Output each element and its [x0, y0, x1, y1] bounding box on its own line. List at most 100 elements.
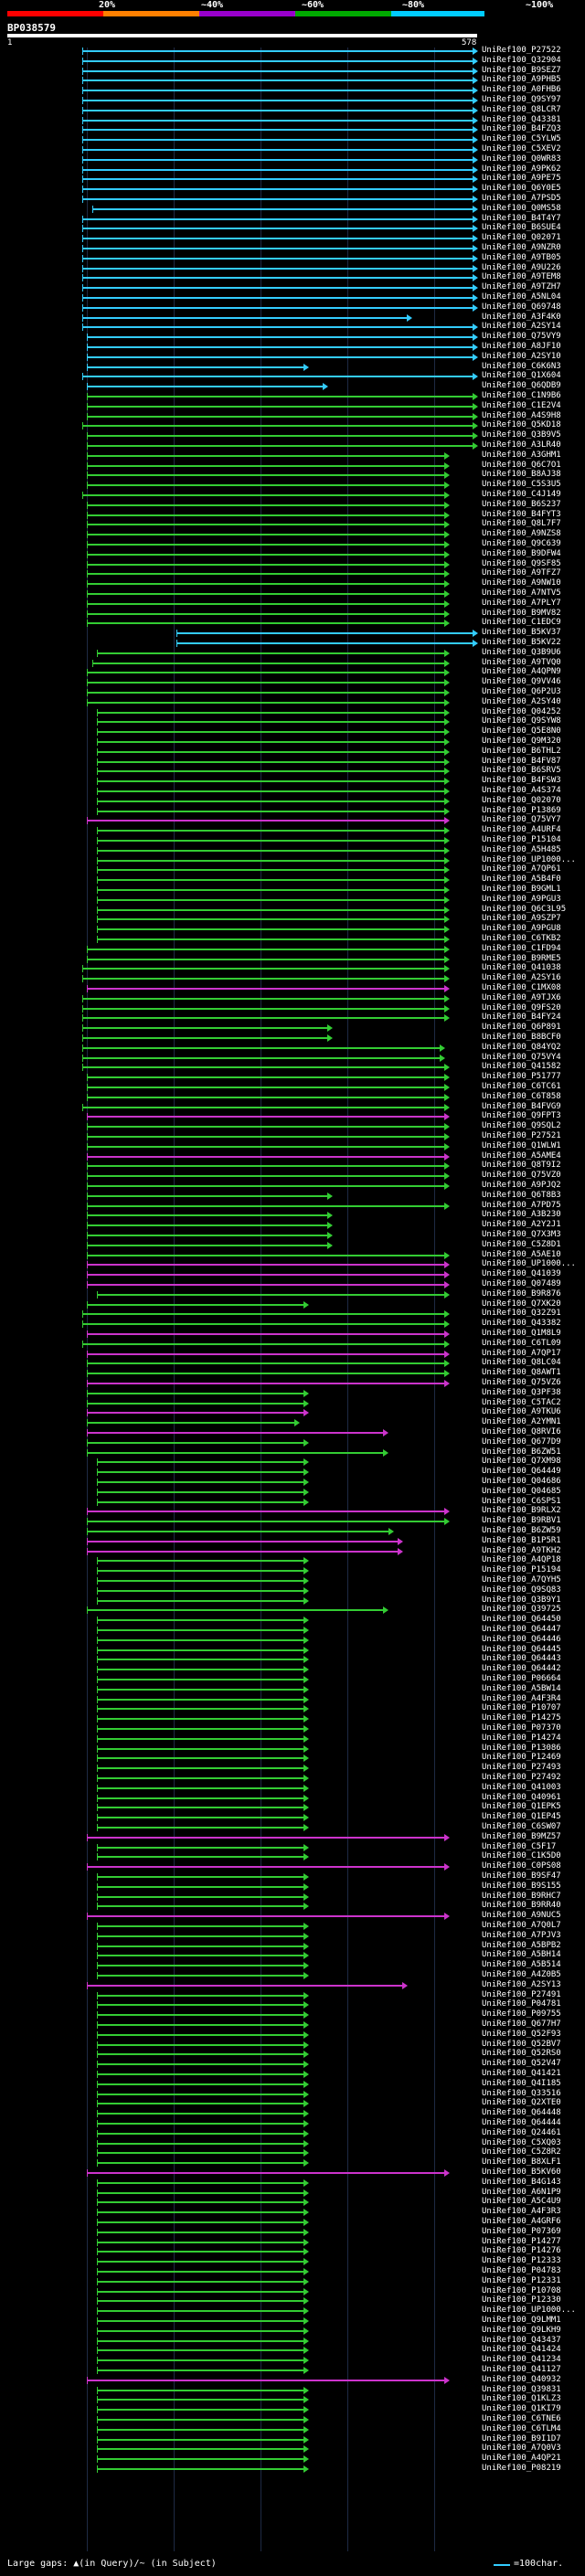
hit-id-link[interactable]: UniRef100_C1FD94 [482, 944, 561, 953]
hit-id-link[interactable]: UniRef100_A5AE10 [482, 1250, 561, 1259]
hit-row[interactable]: UniRef100_C6TL09 [0, 1339, 585, 1349]
hit-id-link[interactable]: UniRef100_Q1EP45 [482, 1812, 561, 1821]
hit-row[interactable]: UniRef100_A5AME4 [0, 1151, 585, 1161]
hit-row[interactable]: UniRef100_B9RLX2 [0, 1506, 585, 1516]
hit-id-link[interactable]: UniRef100_A7PD75 [482, 1201, 561, 1210]
hit-row[interactable]: UniRef100_A7PD75 [0, 1201, 585, 1211]
hit-row[interactable]: UniRef100_P04783 [0, 2266, 585, 2276]
hit-id-link[interactable]: UniRef100_Q04252 [482, 707, 561, 716]
hit-row[interactable]: UniRef100_A7Q0V3 [0, 2443, 585, 2454]
hit-id-link[interactable]: UniRef100_P12333 [482, 2256, 561, 2265]
hit-row[interactable]: UniRef100_C1EDC9 [0, 618, 585, 628]
hit-id-link[interactable]: UniRef100_Q1WLW1 [482, 1141, 561, 1150]
hit-row[interactable]: UniRef100_C5XEV2 [0, 144, 585, 154]
hit-id-link[interactable]: UniRef100_Q64446 [482, 1635, 561, 1644]
hit-id-link[interactable]: UniRef100_Q52F93 [482, 2030, 561, 2039]
hit-id-link[interactable]: UniRef100_C1N9B6 [482, 391, 561, 400]
hit-id-link[interactable]: UniRef100_A9NW10 [482, 578, 561, 588]
hit-row[interactable]: UniRef100_Q64446 [0, 1635, 585, 1645]
hit-row[interactable]: UniRef100_A4Z0B5 [0, 1970, 585, 1980]
hit-id-link[interactable]: UniRef100_Q3B9Y1 [482, 1595, 561, 1605]
hit-id-link[interactable]: UniRef100_A9TKU6 [482, 1407, 561, 1416]
hit-id-link[interactable]: UniRef100_Q677D9 [482, 1437, 561, 1447]
hit-id-link[interactable]: UniRef100_C6TKB2 [482, 934, 561, 943]
hit-row[interactable]: UniRef100_P07369 [0, 2227, 585, 2237]
hit-row[interactable]: UniRef100_C1E2V4 [0, 401, 585, 411]
hit-id-link[interactable]: UniRef100_Q41038 [482, 963, 561, 972]
hit-id-link[interactable]: UniRef100_A7Q0V3 [482, 2443, 561, 2453]
hit-id-link[interactable]: UniRef100_Q9VV46 [482, 677, 561, 686]
hit-row[interactable]: UniRef100_B9GML1 [0, 885, 585, 895]
hit-row[interactable]: UniRef100_A4QPN9 [0, 667, 585, 677]
hit-row[interactable]: UniRef100_Q41039 [0, 1269, 585, 1279]
hit-row[interactable]: UniRef100_A3GHM1 [0, 451, 585, 461]
hit-row[interactable]: UniRef100_B4FYT3 [0, 510, 585, 520]
hit-id-link[interactable]: UniRef100_A4URF4 [482, 825, 561, 834]
hit-id-link[interactable]: UniRef100_Q75VZ6 [482, 1378, 561, 1387]
hit-id-link[interactable]: UniRef100_B4FVG9 [482, 1102, 561, 1111]
hit-id-link[interactable]: UniRef100_C5Z8D1 [482, 1240, 561, 1249]
hit-id-link[interactable]: UniRef100_C6TLM4 [482, 2424, 561, 2433]
hit-id-link[interactable]: UniRef100_Q9SF85 [482, 559, 561, 568]
hit-id-link[interactable]: UniRef100_Q41421 [482, 2069, 561, 2078]
hit-id-link[interactable]: UniRef100_B5KV22 [482, 638, 561, 647]
hit-id-link[interactable]: UniRef100_P06664 [482, 1674, 561, 1683]
hit-row[interactable]: UniRef100_C5TAC2 [0, 1398, 585, 1408]
hit-row[interactable]: UniRef100_A2YMN1 [0, 1417, 585, 1427]
hit-row[interactable]: UniRef100_Q9SQ83 [0, 1585, 585, 1595]
hit-id-link[interactable]: UniRef100_Q1KI79 [482, 2404, 561, 2413]
hit-row[interactable]: UniRef100_Q1KI79 [0, 2404, 585, 2414]
hit-row[interactable]: UniRef100_P27522 [0, 46, 585, 56]
hit-row[interactable]: UniRef100_B4FSW3 [0, 776, 585, 786]
hit-row[interactable]: UniRef100_P27491 [0, 1990, 585, 2000]
hit-id-link[interactable]: UniRef100_B9RR40 [482, 1901, 561, 1910]
hit-id-link[interactable]: UniRef100_P07370 [482, 1723, 561, 1733]
hit-id-link[interactable]: UniRef100_UP1000... [482, 855, 576, 864]
hit-id-link[interactable]: UniRef100_A9TB05 [482, 253, 561, 262]
hit-id-link[interactable]: UniRef100_Q3PF38 [482, 1388, 561, 1397]
hit-id-link[interactable]: UniRef100_A9TJX6 [482, 993, 561, 1002]
hit-row[interactable]: UniRef100_C5Z8R2 [0, 2147, 585, 2157]
hit-row[interactable]: UniRef100_B9S155 [0, 1882, 585, 1892]
hit-row[interactable]: UniRef100_Q6C3L95 [0, 905, 585, 915]
hit-id-link[interactable]: UniRef100_Q52RS0 [482, 2049, 561, 2058]
hit-row[interactable]: UniRef100_Q6QDB9 [0, 381, 585, 391]
hit-id-link[interactable]: UniRef100_Q1EPK5 [482, 1802, 561, 1811]
hit-row[interactable]: UniRef100_A8JF10 [0, 342, 585, 352]
hit-row[interactable]: UniRef100_P08219 [0, 2464, 585, 2474]
hit-id-link[interactable]: UniRef100_A2Y2J1 [482, 1220, 561, 1229]
hit-id-link[interactable]: UniRef100_C1K5D0 [482, 1851, 561, 1860]
hit-row[interactable]: UniRef100_A9TVQ0 [0, 658, 585, 668]
hit-row[interactable]: UniRef100_C6K6N3 [0, 362, 585, 372]
hit-id-link[interactable]: UniRef100_C1EDC9 [482, 618, 561, 627]
hit-id-link[interactable]: UniRef100_Q6P891 [482, 1023, 561, 1032]
hit-row[interactable]: UniRef100_C5YLW5 [0, 134, 585, 144]
hit-row[interactable]: UniRef100_A5B4F0 [0, 875, 585, 885]
hit-row[interactable]: UniRef100_A7QP61 [0, 864, 585, 875]
hit-id-link[interactable]: UniRef100_B5KV60 [482, 2168, 561, 2177]
hit-id-link[interactable]: UniRef100_Q32904 [482, 56, 561, 65]
hit-row[interactable]: UniRef100_B6SRV5 [0, 766, 585, 776]
hit-id-link[interactable]: UniRef100_Q8LCR7 [482, 105, 561, 114]
hit-id-link[interactable]: UniRef100_Q64450 [482, 1615, 561, 1624]
hit-row[interactable]: UniRef100_Q24461 [0, 2128, 585, 2138]
hit-row[interactable]: UniRef100_C5S3U5 [0, 480, 585, 490]
hit-id-link[interactable]: UniRef100_B9MZ57 [482, 1832, 561, 1841]
hit-id-link[interactable]: UniRef100_B9S155 [482, 1882, 561, 1891]
hit-id-link[interactable]: UniRef100_Q2XTE0 [482, 2098, 561, 2107]
hit-id-link[interactable]: UniRef100_A9SZP7 [482, 914, 561, 923]
hit-row[interactable]: UniRef100_A7QP17 [0, 1349, 585, 1359]
hit-id-link[interactable]: UniRef100_B1P5R1 [482, 1536, 561, 1545]
hit-id-link[interactable]: UniRef100_Q32Z91 [482, 1309, 561, 1318]
hit-id-link[interactable]: UniRef100_Q7XM98 [482, 1457, 561, 1466]
hit-row[interactable]: UniRef100_A3LR40 [0, 440, 585, 451]
hit-id-link[interactable]: UniRef100_A6N1P9 [482, 2188, 561, 2197]
hit-id-link[interactable]: UniRef100_A2SY16 [482, 973, 561, 982]
hit-row[interactable]: UniRef100_Q64449 [0, 1467, 585, 1477]
hit-row[interactable]: UniRef100_Q3B9Y1 [0, 1595, 585, 1606]
hit-id-link[interactable]: UniRef100_P04783 [482, 2266, 561, 2275]
hit-row[interactable]: UniRef100_Q8L7F7 [0, 519, 585, 529]
hit-row[interactable]: UniRef100_A5BPB2 [0, 1941, 585, 1951]
hit-id-link[interactable]: UniRef100_P14277 [482, 2237, 561, 2246]
hit-id-link[interactable]: UniRef100_C6K6N3 [482, 362, 561, 371]
